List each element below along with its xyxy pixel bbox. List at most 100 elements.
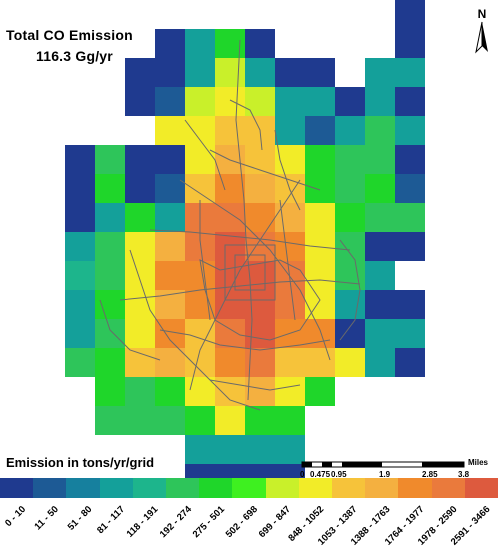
grid-cell: [125, 174, 155, 203]
grid-cell: [185, 377, 215, 406]
grid-cell: [365, 174, 395, 203]
grid-cell: [365, 58, 395, 87]
grid-cell: [125, 58, 155, 87]
grid-cell: [185, 435, 215, 464]
grid-cell: [245, 29, 275, 58]
legend-swatch: [265, 478, 299, 498]
grid-cell: [245, 406, 275, 435]
grid-cell: [275, 290, 305, 319]
grid-cell: [335, 290, 365, 319]
grid-cell: [185, 145, 215, 174]
grid-cell: [275, 348, 305, 377]
grid-cell: [245, 58, 275, 87]
grid-cell: [395, 174, 425, 203]
scale-bar: [301, 461, 465, 468]
grid-cell: [155, 29, 185, 58]
grid-cell: [215, 406, 245, 435]
scale-unit: Miles: [468, 458, 489, 467]
legend-swatch: [199, 478, 233, 498]
grid-cell: [395, 87, 425, 116]
map-title: Total CO Emission: [6, 27, 133, 43]
grid-cell: [155, 145, 185, 174]
grid-cell: [305, 58, 335, 87]
grid-cell: [395, 232, 425, 261]
legend-label: 11 - 50: [32, 504, 61, 533]
grid-cell: [245, 87, 275, 116]
grid-cell: [305, 348, 335, 377]
grid-cell: [215, 290, 245, 319]
grid-cell: [125, 377, 155, 406]
legend-swatch: [66, 478, 100, 498]
legend-label: 0 - 10: [2, 504, 28, 529]
grid-cell: [95, 261, 125, 290]
grid-cell: [185, 29, 215, 58]
grid-cell: [365, 319, 395, 348]
grid-cell: [185, 261, 215, 290]
grid-cell: [95, 203, 125, 232]
grid-cell: [155, 232, 185, 261]
grid-cell: [365, 348, 395, 377]
grid-cell: [335, 232, 365, 261]
grid-cell: [365, 145, 395, 174]
grid-cell: [185, 406, 215, 435]
grid-cell: [395, 145, 425, 174]
grid-cell: [305, 377, 335, 406]
grid-cell: [275, 116, 305, 145]
grid-cell: [245, 319, 275, 348]
grid-cell: [215, 435, 245, 464]
grid-cell: [125, 145, 155, 174]
legend-swatch: [464, 478, 498, 498]
grid-cell: [185, 290, 215, 319]
grid-cell: [95, 174, 125, 203]
north-arrow-icon: N: [475, 7, 488, 54]
grid-cell: [335, 203, 365, 232]
grid-cell: [275, 406, 305, 435]
legend-swatch: [332, 478, 366, 498]
grid-cell: [65, 319, 95, 348]
legend-label: 81 - 117: [95, 504, 128, 537]
legend-label: 502 - 698: [223, 504, 261, 541]
north-label: N: [478, 7, 487, 21]
legend-swatch: [166, 478, 200, 498]
grid-cell: [245, 290, 275, 319]
grid-cell: [245, 377, 275, 406]
grid-cell: [305, 145, 335, 174]
legend-swatch: [99, 478, 133, 498]
grid-cell: [95, 145, 125, 174]
grid-cell: [215, 58, 245, 87]
legend-swatch: [0, 478, 34, 498]
grid-cell: [365, 290, 395, 319]
grid-cell: [275, 261, 305, 290]
legend-swatch: [431, 478, 465, 498]
grid-cell: [305, 87, 335, 116]
grid-cell: [335, 319, 365, 348]
grid-cell: [65, 348, 95, 377]
grid-cell: [155, 348, 185, 377]
grid-cell: [125, 87, 155, 116]
grid-cell: [395, 0, 425, 29]
scale-tick-label: 0: [300, 470, 305, 479]
grid-cell: [275, 377, 305, 406]
grid-cell: [305, 174, 335, 203]
grid-cell: [185, 348, 215, 377]
legend-swatch: [232, 478, 266, 498]
grid-cell: [95, 406, 125, 435]
grid-cell: [365, 261, 395, 290]
grid-cell: [125, 261, 155, 290]
legend-label: 118 - 191: [124, 504, 161, 540]
grid-cell: [95, 232, 125, 261]
grid-cell: [125, 203, 155, 232]
grid-cell: [275, 203, 305, 232]
grid-cell: [125, 290, 155, 319]
grid-cell: [395, 203, 425, 232]
grid-cell: [245, 435, 275, 464]
grid-cell: [65, 290, 95, 319]
grid-cell: [395, 290, 425, 319]
legend-color-bar: [0, 478, 498, 498]
map-subtitle-total: 116.3 Gg/yr: [36, 48, 113, 64]
grid-cell: [305, 290, 335, 319]
grid-cell: [155, 87, 185, 116]
grid-cell: [155, 174, 185, 203]
scale-tick-label: 3.8: [458, 470, 470, 479]
